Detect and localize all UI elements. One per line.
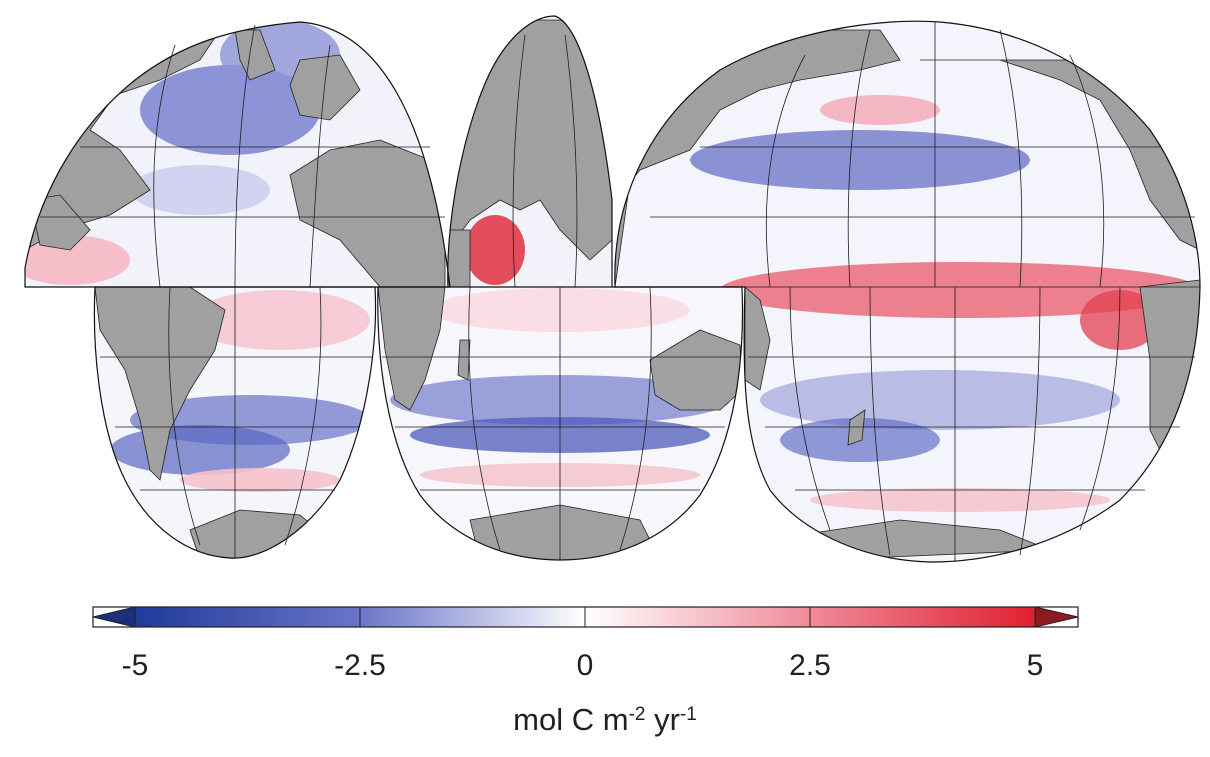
land-madagascar	[457, 339, 471, 381]
flux-blob-na-3	[130, 165, 270, 215]
land-australia	[649, 329, 743, 411]
lobe-indian-north	[447, 16, 612, 287]
meridian	[847, 29, 871, 288]
land-africa-north	[289, 139, 446, 287]
colorbar-ticks	[134, 607, 1036, 627]
land-south-america	[94, 287, 226, 481]
colorbar-canvas: -5 -2.5 0 2.5 5 mol C m-2 yr-1	[92, 606, 1079, 737]
flux-blob-pac-3	[720, 262, 1200, 318]
unit-yr: yr	[645, 702, 679, 737]
flux-blob-pac-4	[1080, 290, 1160, 350]
meridian	[512, 34, 526, 288]
colorbar-extend-low-arrow	[92, 606, 136, 628]
meridian	[168, 286, 201, 546]
land-africa-south	[377, 287, 446, 411]
meridian	[1069, 54, 1105, 288]
colorbar-tick-label: -2.5	[334, 649, 386, 682]
flux-blob-sa-3	[110, 425, 290, 475]
lobe-indian-south	[377, 287, 743, 560]
meridian	[284, 286, 322, 546]
meridian	[234, 24, 256, 288]
lobe-outlines	[24, 15, 1201, 563]
colorbar-tick-label: -5	[122, 649, 149, 682]
land-africa-horn	[447, 229, 471, 287]
flux-blob-pac-1	[690, 130, 1030, 190]
outline-na	[24, 21, 451, 288]
outline-sa	[93, 286, 377, 559]
outline-io-n	[447, 15, 613, 288]
meridian	[765, 54, 806, 288]
colorbar-tick-label: 0	[577, 649, 594, 682]
world-map	[24, 15, 1201, 563]
meridian	[564, 34, 578, 288]
unit-base: mol C m	[513, 702, 628, 737]
colorbar-tick-label: 2.5	[789, 649, 831, 682]
flux-blob-pac-2	[820, 95, 940, 125]
meridian	[1019, 286, 1041, 556]
meridian	[309, 44, 331, 288]
meridian	[153, 44, 176, 288]
unit-exp-yr: -1	[680, 704, 697, 725]
land-europe	[289, 54, 361, 121]
outline-pac	[614, 20, 1201, 563]
colorbar-extend-high-arrow	[1034, 606, 1079, 628]
colorbar-unit-label: mol C m-2 yr-1	[513, 702, 697, 737]
flux-blob-na-4	[25, 235, 130, 285]
land-new-zealand	[847, 409, 866, 446]
unit-exp-m: -2	[629, 704, 646, 725]
colorbar-tick-label: 5	[1027, 649, 1044, 682]
flux-blob-io-1	[465, 215, 525, 285]
meridian	[999, 29, 1023, 288]
meridian	[789, 286, 831, 531]
meridian	[869, 286, 891, 556]
flux-blob-pac-5	[760, 370, 1120, 430]
outline-io-s	[377, 286, 744, 561]
colorbar-tick-labels: -5 -2.5 0 2.5 5	[122, 649, 1044, 682]
map-canvas	[24, 15, 1201, 563]
meridian	[1079, 286, 1121, 531]
land-central-america	[29, 194, 91, 251]
flux-blob-sa-4	[180, 468, 340, 492]
meridian	[619, 286, 652, 551]
colorbar: -5 -2.5 0 2.5 5 mol C m-2 yr-1	[0, 570, 1210, 752]
land-greenland	[234, 29, 276, 81]
lobe-south-atlantic	[94, 287, 376, 559]
meridian	[468, 286, 501, 551]
flux-blob-pac-7	[810, 488, 1110, 512]
